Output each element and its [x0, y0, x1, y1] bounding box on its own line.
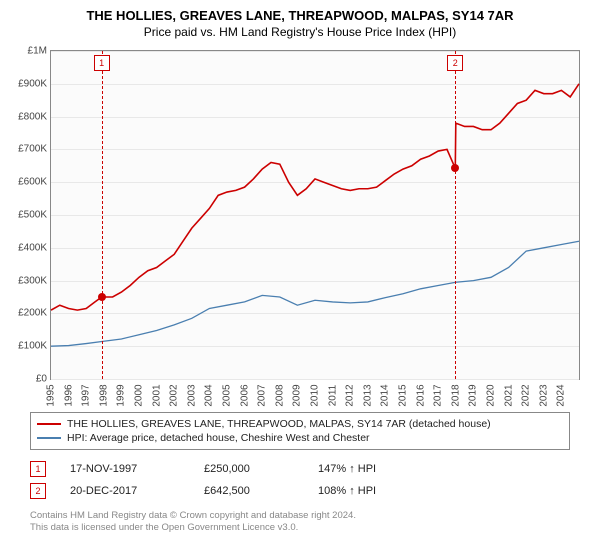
y-axis-tick: £700K [3, 144, 47, 155]
x-axis-tick: 2012 [345, 384, 356, 406]
x-axis-tick: 2006 [239, 384, 250, 406]
y-axis-tick: £600K [3, 177, 47, 188]
chart-subtitle: Price paid vs. HM Land Registry's House … [0, 23, 600, 43]
x-axis-tick: 2001 [151, 384, 162, 406]
y-axis-tick: £200K [3, 308, 47, 319]
x-axis-tick: 2010 [310, 384, 321, 406]
y-axis-tick: £1M [3, 46, 47, 57]
x-axis-tick: 2008 [274, 384, 285, 406]
legend-swatch [37, 423, 61, 425]
x-axis-tick: 2014 [380, 384, 391, 406]
x-axis-tick: 2002 [169, 384, 180, 406]
x-axis-tick: 2017 [433, 384, 444, 406]
sale-marker-dot [98, 293, 106, 301]
x-axis-tick: 2003 [186, 384, 197, 406]
sale-date: 17-NOV-1997 [70, 463, 180, 475]
chart-container: THE HOLLIES, GREAVES LANE, THREAPWOOD, M… [0, 0, 600, 560]
sale-marker-badge: 2 [447, 55, 463, 71]
sale-price: £642,500 [204, 485, 294, 497]
x-axis-tick: 2021 [503, 384, 514, 406]
x-axis-tick: 2000 [134, 384, 145, 406]
y-axis-tick: £500K [3, 210, 47, 221]
legend: THE HOLLIES, GREAVES LANE, THREAPWOOD, M… [30, 412, 570, 450]
sale-marker-dot [451, 164, 459, 172]
legend-label: THE HOLLIES, GREAVES LANE, THREAPWOOD, M… [67, 418, 491, 430]
x-axis-tick: 2016 [415, 384, 426, 406]
x-axis-tick: 2024 [556, 384, 567, 406]
sale-price: £250,000 [204, 463, 294, 475]
y-axis-tick: £400K [3, 242, 47, 253]
x-axis-tick: 2009 [292, 384, 303, 406]
x-axis-tick: 2020 [486, 384, 497, 406]
attribution: Contains HM Land Registry data © Crown c… [30, 510, 570, 535]
x-axis-tick: 2022 [521, 384, 532, 406]
x-axis-tick: 2015 [398, 384, 409, 406]
legend-item: HPI: Average price, detached house, Ches… [37, 431, 563, 445]
sale-date: 20-DEC-2017 [70, 485, 180, 497]
sale-delta: 147% ↑ HPI [318, 463, 418, 475]
sale-marker-line [455, 51, 456, 379]
x-axis-tick: 2019 [468, 384, 479, 406]
y-axis-tick: £300K [3, 275, 47, 286]
x-axis-tick: 2005 [222, 384, 233, 406]
y-axis-tick: £100K [3, 341, 47, 352]
x-axis-tick: 1998 [98, 384, 109, 406]
x-axis-tick: 2004 [204, 384, 215, 406]
sale-row: 1 17-NOV-1997 £250,000 147% ↑ HPI [30, 458, 570, 480]
sale-row: 2 20-DEC-2017 £642,500 108% ↑ HPI [30, 480, 570, 502]
line-series-svg [51, 51, 579, 379]
chart-title: THE HOLLIES, GREAVES LANE, THREAPWOOD, M… [0, 0, 600, 23]
x-axis-tick: 1995 [46, 384, 57, 406]
sale-marker-badge: 1 [94, 55, 110, 71]
sales-list: 1 17-NOV-1997 £250,000 147% ↑ HPI 2 20-DEC-20… [30, 458, 570, 502]
sale-marker-line [102, 51, 103, 379]
sale-index-badge: 2 [30, 483, 46, 499]
chart-footer-block: THE HOLLIES, GREAVES LANE, THREAPWOOD, M… [30, 412, 570, 535]
x-axis-tick: 2007 [257, 384, 268, 406]
attribution-line-1: Contains HM Land Registry data © Crown c… [30, 510, 570, 522]
x-axis-tick: 1999 [116, 384, 127, 406]
y-axis-tick: £900K [3, 78, 47, 89]
x-axis-tick: 1996 [63, 384, 74, 406]
series-line [51, 241, 579, 346]
legend-swatch [37, 437, 61, 439]
y-axis-tick: £0 [3, 374, 47, 385]
attribution-line-2: This data is licensed under the Open Gov… [30, 522, 570, 534]
series-line [51, 84, 579, 310]
x-axis-tick: 1997 [81, 384, 92, 406]
sale-delta: 108% ↑ HPI [318, 485, 418, 497]
x-axis-tick: 2023 [538, 384, 549, 406]
x-axis-tick: 2011 [327, 385, 338, 407]
plot-area: £0£100K£200K£300K£400K£500K£600K£700K£80… [50, 50, 580, 380]
sale-index-badge: 1 [30, 461, 46, 477]
legend-label: HPI: Average price, detached house, Ches… [67, 432, 370, 444]
gridline-h [51, 379, 579, 380]
x-axis-tick: 2018 [450, 384, 461, 406]
y-axis-tick: £800K [3, 111, 47, 122]
legend-item: THE HOLLIES, GREAVES LANE, THREAPWOOD, M… [37, 417, 563, 431]
x-axis-tick: 2013 [362, 384, 373, 406]
